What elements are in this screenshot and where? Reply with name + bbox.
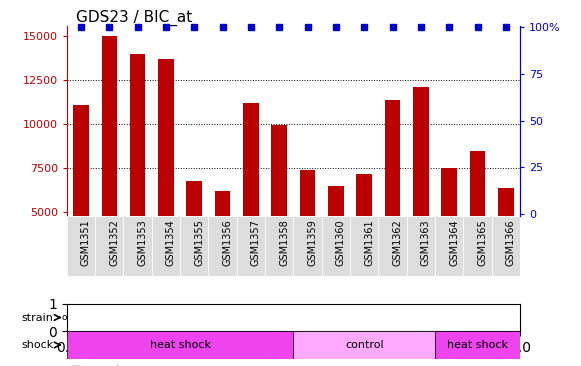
Bar [180,216,209,276]
Bar [271,125,287,300]
Text: OTX2 overexpressing
mutant: OTX2 overexpressing mutant [189,308,285,327]
Text: heat shock: heat shock [150,340,210,350]
Bar [265,216,293,276]
Text: GSM1359: GSM1359 [307,219,318,266]
Text: GSM1366: GSM1366 [506,219,516,266]
Bar [158,59,174,300]
Text: GSM1362: GSM1362 [393,219,403,266]
Text: GSM1353: GSM1353 [138,219,148,266]
Bar [350,216,378,276]
Text: shock: shock [21,340,53,350]
Bar [328,186,344,300]
Text: GSM1354: GSM1354 [166,219,176,266]
Bar [435,216,464,276]
Text: count: count [89,365,121,366]
Text: GSM1365: GSM1365 [478,219,487,266]
Bar [356,173,372,300]
Bar [67,216,95,276]
Text: GSM1351: GSM1351 [81,219,91,266]
Bar [123,216,152,276]
Text: heat shock: heat shock [447,340,508,350]
Text: GSM1357: GSM1357 [251,219,261,266]
Bar [442,168,457,300]
Bar [300,170,315,300]
Text: GDS23 / BIC_at: GDS23 / BIC_at [76,10,192,26]
Bar [209,216,237,276]
Text: GSM1352: GSM1352 [109,219,119,266]
Bar [435,331,520,359]
Text: GSM1355: GSM1355 [194,219,205,266]
Bar [498,188,514,300]
Bar [73,105,89,300]
Text: GSM1363: GSM1363 [421,219,431,266]
Bar [492,216,520,276]
Bar [237,216,265,276]
Bar [243,103,259,300]
Text: GSM1364: GSM1364 [449,219,459,266]
Bar [293,304,520,331]
Bar [187,181,202,300]
Bar [67,304,180,331]
Bar [130,54,145,300]
Bar [152,216,180,276]
Bar [215,191,231,300]
Bar [385,100,400,300]
Text: GSM1356: GSM1356 [223,219,232,266]
Bar [413,87,429,300]
Bar [67,331,293,359]
Bar [407,216,435,276]
Bar [293,216,322,276]
Text: otd overexpressing mutant: otd overexpressing mutant [62,313,185,322]
Text: strain: strain [21,313,53,322]
Bar [95,216,123,276]
Bar [293,331,435,359]
Bar [378,216,407,276]
Text: control: control [345,340,383,350]
Text: wildtype: wildtype [388,313,426,322]
Bar [469,151,485,300]
Text: GSM1360: GSM1360 [336,219,346,266]
Text: GSM1361: GSM1361 [364,219,374,266]
Bar [180,304,293,331]
Bar [322,216,350,276]
Text: GSM1358: GSM1358 [279,219,289,266]
Bar [102,36,117,300]
Bar [464,216,492,276]
